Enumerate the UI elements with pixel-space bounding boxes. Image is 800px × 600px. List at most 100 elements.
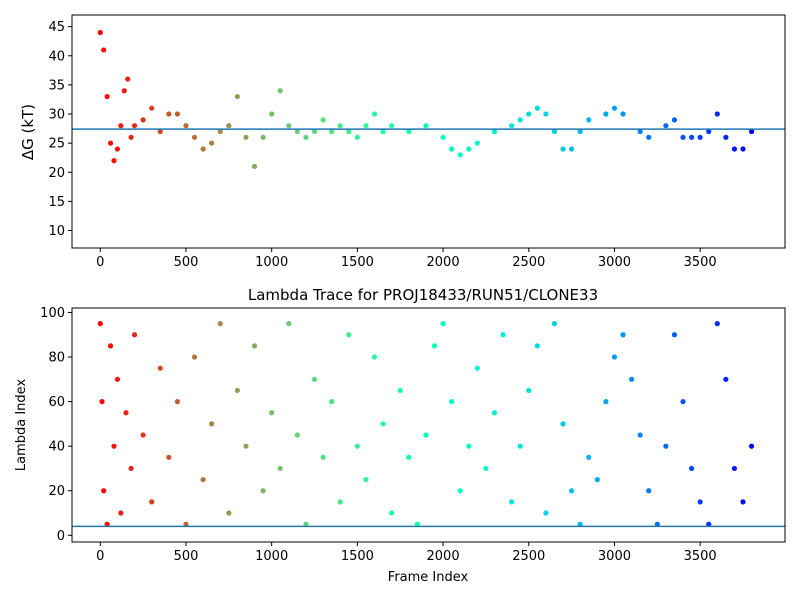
lambda-y-ticks: 0 20 40 60 80 100	[40, 306, 72, 544]
lambda-x-tick-label: 3500	[684, 549, 717, 564]
lambda-point	[226, 510, 232, 516]
delta-g-x-tick-label: 500	[174, 255, 199, 270]
lambda-point	[526, 387, 532, 394]
lambda-point	[560, 421, 566, 427]
delta-g-y-axis-label: ΔG (kT)	[19, 104, 37, 160]
delta-g-y-tick-label: 30	[48, 108, 65, 123]
lambda-point	[594, 477, 600, 483]
delta-g-point	[509, 123, 515, 129]
lambda-point	[611, 354, 618, 360]
delta-g-panel: 0 500 1000 1500 2000 2500 3000 3500 10 15 20 25 30 3…	[19, 14, 786, 270]
lambda-point	[140, 432, 146, 438]
delta-g-point	[269, 111, 275, 117]
delta-g-point	[680, 134, 686, 140]
lambda-x-tick-label: 2500	[512, 549, 545, 564]
delta-g-point	[260, 134, 266, 140]
delta-g-x-tick-label: 3000	[598, 255, 631, 270]
delta-g-point	[200, 146, 206, 152]
lambda-point	[491, 410, 498, 416]
delta-g-x-tick-label: 1000	[255, 255, 288, 270]
delta-g-point	[121, 88, 127, 94]
lambda-point	[200, 477, 206, 483]
lambda-point	[128, 465, 134, 472]
lambda-point	[217, 321, 223, 327]
lambda-point	[329, 399, 335, 405]
lambda-point	[680, 399, 686, 405]
delta-g-x-tick-label: 2500	[512, 255, 545, 270]
delta-g-point	[354, 134, 360, 140]
lambda-point	[440, 321, 446, 327]
delta-g-point	[646, 134, 652, 140]
lambda-point	[118, 510, 124, 516]
lambda-y-tick-label: 60	[48, 395, 65, 410]
delta-g-point	[97, 29, 103, 36]
delta-g-points	[97, 29, 755, 170]
delta-g-point	[637, 128, 643, 135]
lambda-y-tick-label: 100	[40, 306, 65, 321]
lambda-point	[111, 443, 117, 449]
delta-g-point	[748, 128, 755, 135]
lambda-y-axis-label: Lambda Index	[14, 379, 29, 472]
delta-g-point	[620, 111, 626, 117]
lambda-x-tick-label: 500	[174, 549, 199, 564]
delta-g-point	[294, 128, 300, 135]
lambda-point	[603, 399, 609, 405]
lambda-point	[723, 376, 729, 382]
delta-g-point	[140, 117, 146, 123]
delta-g-x-tick-label: 2000	[427, 255, 460, 270]
lambda-x-tick-label: 0	[96, 549, 104, 564]
lambda-point	[577, 521, 583, 527]
delta-g-point	[128, 134, 134, 140]
lambda-point	[474, 365, 480, 371]
lambda-point	[191, 354, 198, 360]
delta-g-point	[371, 111, 378, 117]
lambda-point	[97, 321, 103, 327]
delta-g-point	[577, 128, 583, 135]
delta-g-point	[363, 123, 369, 129]
delta-g-point	[603, 111, 609, 117]
lambda-point	[569, 488, 575, 494]
lambda-point	[104, 521, 110, 527]
lambda-point	[620, 332, 626, 338]
delta-g-point	[551, 128, 558, 135]
lambda-point	[654, 521, 660, 527]
delta-g-point	[101, 47, 107, 53]
lambda-point	[99, 399, 105, 405]
lambda-chart-title: Lambda Trace for PROJ18433/RUN51/CLONE33	[248, 286, 598, 304]
delta-g-point	[457, 152, 463, 158]
delta-g-y-ticks: 10 15 20 25 30 35 40 45	[48, 20, 72, 239]
lambda-point	[543, 510, 549, 516]
delta-g-x-tick-label: 3500	[684, 255, 717, 270]
lambda-panel: Lambda Trace for PROJ18433/RUN51/CLONE33…	[14, 286, 786, 585]
lambda-point	[337, 499, 343, 505]
delta-g-x-tick-label: 1500	[341, 255, 374, 270]
delta-g-point	[423, 123, 429, 129]
lambda-point	[234, 387, 240, 394]
delta-g-point	[671, 117, 678, 123]
delta-g-x-tick-label: 0	[96, 255, 104, 270]
lambda-point	[629, 376, 635, 382]
lambda-point	[457, 488, 463, 494]
lambda-point	[534, 343, 540, 349]
delta-g-point	[217, 128, 223, 135]
delta-g-y-tick-label: 35	[48, 78, 65, 93]
delta-g-point	[174, 111, 181, 117]
delta-g-y-tick-label: 40	[48, 49, 65, 64]
lambda-point	[346, 332, 352, 338]
lambda-point	[697, 499, 703, 505]
delta-g-point	[226, 123, 232, 129]
lambda-point	[423, 432, 429, 438]
delta-g-point	[706, 128, 712, 135]
lambda-y-tick-label: 80	[48, 351, 65, 366]
delta-g-point	[107, 140, 114, 146]
lambda-point	[174, 399, 181, 405]
lambda-point	[251, 343, 258, 349]
delta-g-point	[320, 117, 326, 123]
lambda-point	[663, 443, 669, 449]
delta-g-point	[157, 128, 163, 135]
delta-g-point	[560, 146, 566, 152]
lambda-point	[243, 443, 249, 449]
delta-g-point	[491, 128, 498, 135]
lambda-point	[269, 410, 275, 416]
lambda-point	[260, 488, 266, 494]
